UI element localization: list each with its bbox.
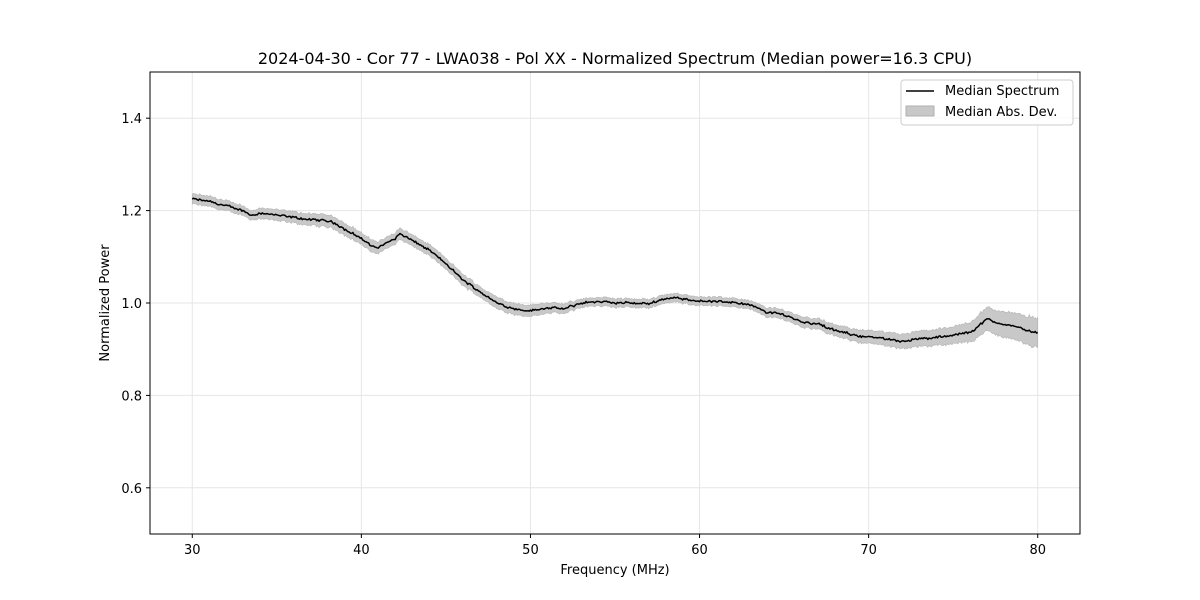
y-tick-label: 0.6 [121,482,142,497]
x-tick-label: 50 [522,543,539,558]
legend-entry-median-spectrum: Median Spectrum [945,84,1059,99]
legend: Median Spectrum Median Abs. Dev. [900,79,1074,126]
x-axis-ticks: 30 40 50 60 70 80 [184,534,1046,558]
mad-band [191,192,1039,350]
x-tick-label: 80 [1029,543,1046,558]
y-axis-ticks: 0.6 0.8 1.0 1.2 1.4 [121,112,150,497]
mad-band-layer [191,192,1039,350]
x-axis-label: Frequency (MHz) [560,563,669,578]
chart-title: 2024-04-30 - Cor 77 - LWA038 - Pol XX - … [258,49,972,68]
x-tick-label: 70 [860,543,877,558]
legend-band-swatch [905,105,935,117]
x-tick-label: 40 [353,543,370,558]
x-tick-label: 60 [691,543,708,558]
y-axis-label: Normalized Power [98,244,113,362]
legend-box [900,79,1074,126]
y-tick-label: 1.4 [121,112,142,127]
median-spectrum-line [191,197,1039,343]
y-tick-label: 1.2 [121,205,142,220]
y-tick-label: 0.8 [121,389,142,404]
legend-entry-median-abs-dev: Median Abs. Dev. [945,105,1057,120]
y-tick-label: 1.0 [121,297,142,312]
x-tick-label: 30 [184,543,201,558]
median-line-layer [191,197,1039,343]
